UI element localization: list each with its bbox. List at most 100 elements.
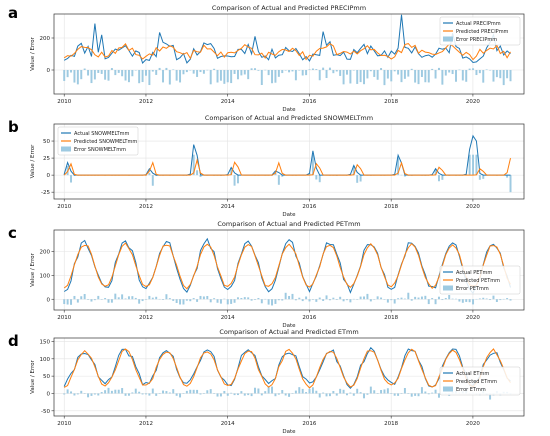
legend-swatch-error: [443, 285, 453, 291]
error-bar: [386, 299, 389, 303]
panel-a: a Comparison of Actual and Predicted PREC…: [8, 4, 525, 113]
panel-d: d Comparison of Actual and Predicted ETmm…: [8, 328, 525, 435]
error-bar: [90, 393, 93, 396]
error-bar: [458, 69, 461, 71]
error-bar: [427, 70, 430, 83]
error-bar: [131, 392, 134, 394]
error-bar: [267, 70, 270, 76]
error-bar: [114, 70, 117, 76]
legend-label: Actual PRECIPmm: [456, 21, 501, 27]
error-bar: [335, 70, 338, 72]
error-bar: [427, 299, 430, 305]
error-bar: [281, 299, 284, 301]
error-bar: [172, 299, 175, 301]
error-bar: [70, 70, 73, 73]
error-bar: [489, 299, 492, 301]
error-bar: [410, 393, 413, 397]
panel-b: b Comparison of Actual and Predicted SNOW…: [8, 114, 525, 218]
error-bar: [305, 296, 308, 300]
error-bar: [90, 299, 93, 302]
error-bar: [243, 70, 246, 75]
x-tick-label: 2020: [466, 421, 480, 427]
error-bar: [254, 299, 256, 300]
error-bar: [400, 174, 403, 176]
error-bar: [87, 299, 90, 300]
error-bar: [97, 70, 100, 73]
error-bar: [199, 175, 202, 177]
error-bar: [148, 295, 151, 300]
error-bar: [356, 175, 359, 183]
error-bar: [209, 70, 212, 85]
error-bar: [196, 389, 199, 394]
error-bar: [257, 297, 260, 300]
error-bar: [236, 297, 239, 300]
error-bar: [199, 295, 202, 300]
y-axis-label: Value / Error: [30, 36, 36, 71]
y-tick-label: 150: [40, 339, 51, 345]
error-bar: [393, 299, 396, 304]
error-bar: [492, 295, 495, 300]
error-bar: [482, 70, 485, 83]
error-bar: [240, 391, 243, 394]
error-bar: [168, 298, 171, 300]
error-bar: [70, 299, 73, 305]
error-bar: [369, 386, 372, 394]
error-bar: [380, 68, 383, 70]
error-bar: [97, 295, 100, 300]
error-bar: [168, 392, 171, 394]
error-bar: [223, 390, 226, 394]
error-bar: [192, 154, 195, 176]
error-bar: [359, 175, 362, 182]
x-tick-label: 2010: [57, 99, 71, 105]
x-tick-label: 2010: [57, 315, 71, 321]
error-bar: [117, 389, 120, 394]
error-bar: [468, 68, 471, 70]
error-bar: [332, 390, 335, 394]
y-tick-label: 200: [40, 36, 51, 42]
error-bar: [264, 69, 267, 71]
error-bar: [233, 175, 236, 186]
series-line-predicted: [63, 42, 511, 61]
error-bar: [230, 167, 233, 176]
error-bar: [260, 299, 263, 304]
error-bar: [301, 299, 304, 302]
error-bar: [257, 388, 260, 394]
error-bar: [431, 392, 434, 394]
error-bar: [206, 390, 209, 394]
error-bar: [434, 70, 437, 79]
legend-label: Predicted SNOWMELTmm: [74, 139, 137, 145]
y-tick-label: 0: [47, 391, 51, 397]
error-bar: [482, 175, 485, 179]
error-bar: [383, 389, 386, 394]
error-bar: [196, 299, 199, 302]
error-bar: [308, 299, 311, 302]
error-bar: [349, 70, 352, 84]
error-bar: [158, 393, 161, 394]
error-bar: [121, 388, 124, 394]
error-bar: [414, 296, 417, 300]
error-bar: [431, 68, 434, 70]
error-bar: [117, 297, 120, 300]
error-bar: [175, 393, 178, 396]
y-tick-label: 50: [43, 139, 50, 145]
error-bar: [216, 70, 219, 83]
error-bar: [168, 70, 171, 85]
error-bar: [386, 388, 389, 394]
x-axis-label: Date: [282, 212, 296, 218]
y-axis-label: Value / Error: [30, 144, 36, 179]
error-bar: [219, 299, 222, 304]
error-bar: [87, 393, 90, 398]
error-bar: [230, 392, 233, 394]
error-bar: [274, 172, 277, 176]
error-bar: [342, 299, 345, 302]
error-bar: [311, 154, 314, 176]
error-bar: [141, 299, 144, 302]
error-bar: [281, 175, 284, 177]
error-bar: [403, 175, 406, 177]
error-bar: [114, 293, 117, 300]
error-bar: [318, 175, 321, 183]
error-bar: [284, 292, 287, 300]
error-bar: [148, 393, 151, 396]
x-tick-label: 2010: [57, 204, 71, 210]
